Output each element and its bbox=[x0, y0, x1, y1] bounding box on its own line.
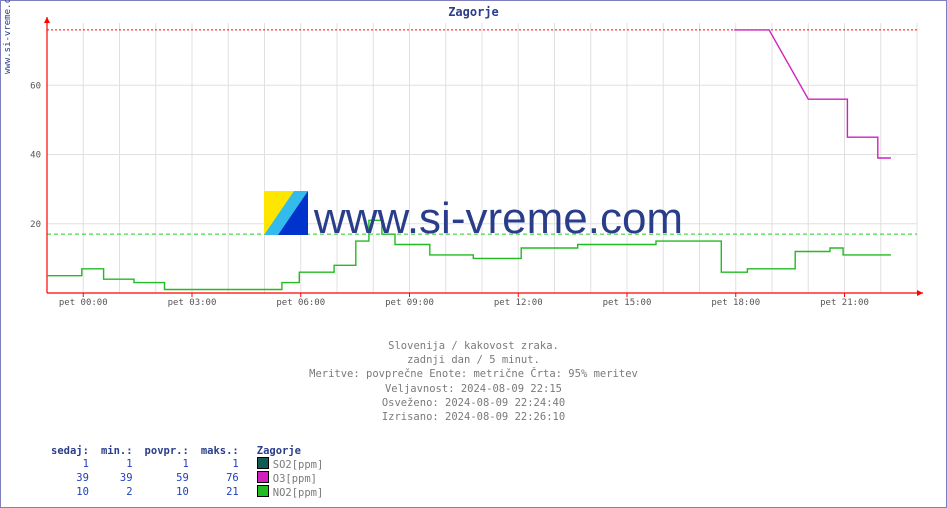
cell-sedaj: 39 bbox=[45, 471, 95, 485]
info-line-5: Osveženo: 2024-08-09 22:24:40 bbox=[1, 396, 946, 410]
series-label: SO2[ppm] bbox=[273, 459, 324, 471]
table-header-row: sedaj: min.: povpr.: maks.: Zagorje bbox=[45, 445, 329, 457]
svg-text:pet 18:00: pet 18:00 bbox=[711, 298, 760, 308]
series-swatch bbox=[257, 485, 269, 497]
series-label: NO2[ppm] bbox=[273, 487, 324, 499]
cell-maks: 1 bbox=[195, 457, 245, 471]
table-row: 1111SO2[ppm] bbox=[45, 457, 329, 471]
header-povpr: povpr.: bbox=[139, 445, 195, 457]
series-swatch bbox=[257, 457, 269, 469]
header-min: min.: bbox=[95, 445, 139, 457]
series-label: O3[ppm] bbox=[273, 473, 317, 485]
info-line-6: Izrisano: 2024-08-09 22:26:10 bbox=[1, 410, 946, 424]
header-station: Zagorje bbox=[245, 445, 330, 457]
cell-maks: 21 bbox=[195, 485, 245, 499]
header-maks: maks.: bbox=[195, 445, 245, 457]
stats-table: sedaj: min.: povpr.: maks.: Zagorje 1111… bbox=[45, 445, 329, 499]
header-sedaj: sedaj: bbox=[45, 445, 95, 457]
info-block: Slovenija / kakovost zraka. zadnji dan /… bbox=[1, 339, 946, 424]
chart-area: pet 00:00 pet 03:00 pet 06:00 pet 09:00 pet … bbox=[47, 23, 927, 311]
cell-sedaj: 1 bbox=[45, 457, 95, 471]
cell-povpr: 1 bbox=[139, 457, 195, 471]
cell-min: 39 bbox=[95, 471, 139, 485]
svg-text:60: 60 bbox=[30, 81, 41, 91]
cell-povpr: 59 bbox=[139, 471, 195, 485]
cell-maks: 76 bbox=[195, 471, 245, 485]
cell-label: SO2[ppm] bbox=[245, 457, 330, 471]
svg-text:20: 20 bbox=[30, 220, 41, 230]
cell-sedaj: 10 bbox=[45, 485, 95, 499]
svg-text:pet 12:00: pet 12:00 bbox=[494, 298, 543, 308]
table-row: 1021021NO2[ppm] bbox=[45, 485, 329, 499]
cell-min: 2 bbox=[95, 485, 139, 499]
svg-text:pet 00:00: pet 00:00 bbox=[59, 298, 108, 308]
svg-text:pet 03:00: pet 03:00 bbox=[168, 298, 217, 308]
cell-label: NO2[ppm] bbox=[245, 485, 330, 499]
info-line-3: Meritve: povprečne Enote: metrične Črta:… bbox=[1, 367, 946, 381]
series-swatch bbox=[257, 471, 269, 483]
svg-text:40: 40 bbox=[30, 151, 41, 161]
svg-text:pet 15:00: pet 15:00 bbox=[603, 298, 652, 308]
table-row: 39395976O3[ppm] bbox=[45, 471, 329, 485]
info-line-1: Slovenija / kakovost zraka. bbox=[1, 339, 946, 353]
svg-text:pet 09:00: pet 09:00 bbox=[385, 298, 434, 308]
info-line-2: zadnji dan / 5 minut. bbox=[1, 353, 946, 367]
outer-frame: www.si-vreme.com Zagorje pet 00:00pet 03… bbox=[0, 0, 947, 508]
cell-povpr: 10 bbox=[139, 485, 195, 499]
svg-text:pet 06:00: pet 06:00 bbox=[276, 298, 325, 308]
cell-label: O3[ppm] bbox=[245, 471, 330, 485]
svg-text:pet 21:00: pet 21:00 bbox=[820, 298, 869, 308]
chart-title: Zagorje bbox=[1, 5, 946, 19]
cell-min: 1 bbox=[95, 457, 139, 471]
info-line-4: Veljavnost: 2024-08-09 22:15 bbox=[1, 382, 946, 396]
line-chart: pet 00:00 pet 03:00 pet 06:00 pet 09:00 pet … bbox=[47, 23, 927, 311]
